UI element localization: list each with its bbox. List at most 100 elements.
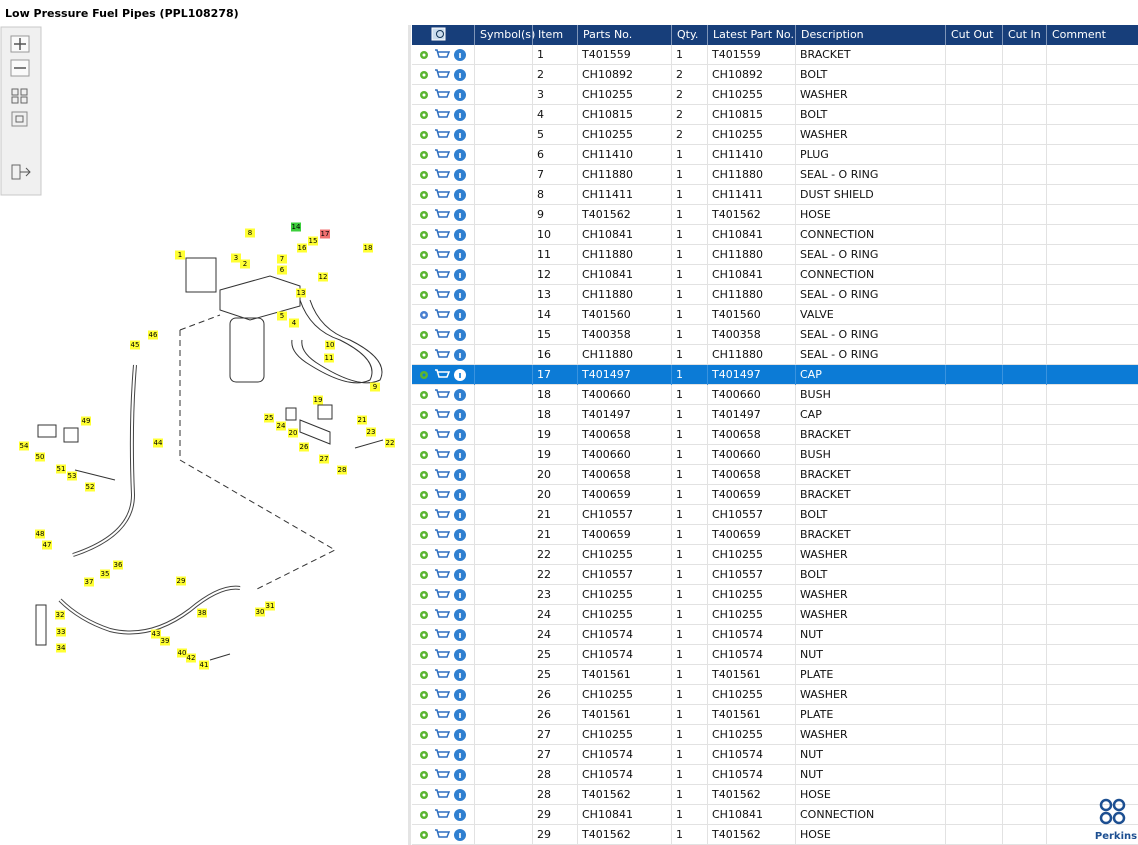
- callout[interactable]: 10: [325, 340, 335, 350]
- callout[interactable]: 4: [289, 318, 299, 328]
- cart-icon[interactable]: [435, 89, 451, 98]
- cart-icon[interactable]: [435, 809, 451, 818]
- table-row[interactable]: 18 T400660 1 T400660 BUSH: [412, 385, 1138, 405]
- callout[interactable]: 53: [67, 471, 77, 481]
- cart-icon[interactable]: [435, 49, 451, 58]
- cart-icon[interactable]: [435, 269, 451, 278]
- callout[interactable]: 39: [160, 636, 170, 646]
- callout[interactable]: 34: [56, 643, 66, 653]
- cart-icon[interactable]: [435, 709, 451, 718]
- table-row[interactable]: 13 CH11880 1 CH11880 SEAL - O RING: [412, 285, 1138, 305]
- column-header[interactable]: Symbol(s): [480, 28, 535, 41]
- callout[interactable]: 36: [113, 560, 123, 570]
- table-row[interactable]: 11 CH11880 1 CH11880 SEAL - O RING: [412, 245, 1138, 265]
- table-row[interactable]: 28 T401562 1 T401562 HOSE: [412, 785, 1138, 805]
- callout[interactable]: 2: [240, 259, 250, 269]
- table-row[interactable]: 10 CH10841 1 CH10841 CONNECTION: [412, 225, 1138, 245]
- cart-icon[interactable]: [435, 529, 451, 538]
- callout[interactable]: 11: [324, 353, 334, 363]
- callout[interactable]: 43: [151, 629, 161, 639]
- cart-icon[interactable]: [435, 189, 451, 198]
- callout[interactable]: 26: [299, 442, 309, 452]
- cart-icon[interactable]: [435, 789, 451, 798]
- column-header[interactable]: Description: [801, 28, 864, 41]
- table-row[interactable]: 22 CH10557 1 CH10557 BOLT: [412, 565, 1138, 585]
- callout[interactable]: 24: [276, 421, 286, 431]
- table-row[interactable]: 24 CH10255 1 CH10255 WASHER: [412, 605, 1138, 625]
- cart-icon[interactable]: [435, 629, 451, 638]
- callout[interactable]: 52: [85, 482, 95, 492]
- cart-icon[interactable]: [435, 149, 451, 158]
- splitter[interactable]: [408, 25, 411, 845]
- cart-icon[interactable]: [435, 429, 451, 438]
- cart-icon[interactable]: [435, 249, 451, 258]
- cart-icon[interactable]: [435, 129, 451, 138]
- column-header[interactable]: Comment: [1052, 28, 1107, 41]
- callout[interactable]: 50: [35, 452, 45, 462]
- zoom-in[interactable]: [10, 35, 30, 53]
- table-row[interactable]: 6 CH11410 1 CH11410 PLUG: [412, 145, 1138, 165]
- callout[interactable]: 5: [277, 311, 287, 321]
- callout[interactable]: 37: [84, 577, 94, 587]
- table-row[interactable]: 28 CH10574 1 CH10574 NUT: [412, 765, 1138, 785]
- fit-all[interactable]: [11, 88, 28, 104]
- table-row[interactable]: 14 T401560 1 T401560 VALVE: [412, 305, 1138, 325]
- table-row[interactable]: 21 CH10557 1 CH10557 BOLT: [412, 505, 1138, 525]
- table-row[interactable]: 4 CH10815 2 CH10815 BOLT: [412, 105, 1138, 125]
- callout[interactable]: 41: [199, 660, 209, 670]
- table-row[interactable]: 15 T400358 1 T400358 SEAL - O RING: [412, 325, 1138, 345]
- callout[interactable]: 12: [318, 272, 328, 282]
- callout[interactable]: 29: [176, 576, 186, 586]
- cart-icon[interactable]: [435, 749, 451, 758]
- table-row[interactable]: 29 CH10841 1 CH10841 CONNECTION: [412, 805, 1138, 825]
- callout[interactable]: 17: [320, 229, 330, 239]
- cart-icon[interactable]: [435, 209, 451, 218]
- table-row[interactable]: 18 T401497 1 T401497 CAP: [412, 405, 1138, 425]
- callout[interactable]: 40: [177, 648, 187, 658]
- column-header[interactable]: Parts No.: [583, 28, 632, 41]
- callout[interactable]: 46: [148, 330, 158, 340]
- table-row[interactable]: 29 T401562 1 T401562 HOSE: [412, 825, 1138, 845]
- table-row[interactable]: 3 CH10255 2 CH10255 WASHER: [412, 85, 1138, 105]
- cart-icon[interactable]: [435, 69, 451, 78]
- callout[interactable]: 15: [308, 236, 318, 246]
- table-row[interactable]: 25 CH10574 1 CH10574 NUT: [412, 645, 1138, 665]
- cart-icon[interactable]: [435, 109, 451, 118]
- callout[interactable]: 14: [291, 222, 301, 232]
- table-row[interactable]: 20 T400658 1 T400658 BRACKET: [412, 465, 1138, 485]
- table-row[interactable]: 23 CH10255 1 CH10255 WASHER: [412, 585, 1138, 605]
- callout[interactable]: 31: [265, 601, 275, 611]
- cart-icon[interactable]: [435, 649, 451, 658]
- column-header[interactable]: Cut In: [1008, 28, 1041, 41]
- callout[interactable]: 27: [319, 454, 329, 464]
- callout[interactable]: 47: [42, 540, 52, 550]
- cart-icon[interactable]: [435, 569, 451, 578]
- column-header[interactable]: Cut Out: [951, 28, 994, 41]
- column-header[interactable]: Latest Part No.: [713, 28, 794, 41]
- callout[interactable]: 49: [81, 416, 91, 426]
- cart-icon[interactable]: [435, 509, 451, 518]
- callout[interactable]: 25: [264, 413, 274, 423]
- table-row[interactable]: 20 T400659 1 T400659 BRACKET: [412, 485, 1138, 505]
- cart-icon[interactable]: [435, 489, 451, 498]
- table-row[interactable]: 16 CH11880 1 CH11880 SEAL - O RING: [412, 345, 1138, 365]
- cart-icon[interactable]: [435, 769, 451, 778]
- callout[interactable]: 42: [186, 653, 196, 663]
- header-search-icon[interactable]: [431, 27, 446, 41]
- callout[interactable]: 21: [357, 415, 367, 425]
- table-row[interactable]: 27 CH10255 1 CH10255 WASHER: [412, 725, 1138, 745]
- table-row[interactable]: 19 T400660 1 T400660 BUSH: [412, 445, 1138, 465]
- callout[interactable]: 45: [130, 340, 140, 350]
- callout[interactable]: 33: [56, 627, 66, 637]
- callout[interactable]: 3: [231, 253, 241, 263]
- table-row[interactable]: 22 CH10255 1 CH10255 WASHER: [412, 545, 1138, 565]
- table-row[interactable]: 27 CH10574 1 CH10574 NUT: [412, 745, 1138, 765]
- callout[interactable]: 44: [153, 438, 163, 448]
- cart-icon[interactable]: [435, 349, 451, 358]
- cart-icon[interactable]: [435, 309, 451, 318]
- callout[interactable]: 8: [245, 228, 255, 238]
- callout[interactable]: 1: [175, 250, 185, 260]
- cart-icon[interactable]: [435, 469, 451, 478]
- callout[interactable]: 9: [370, 382, 380, 392]
- table-row[interactable]: 25 T401561 1 T401561 PLATE: [412, 665, 1138, 685]
